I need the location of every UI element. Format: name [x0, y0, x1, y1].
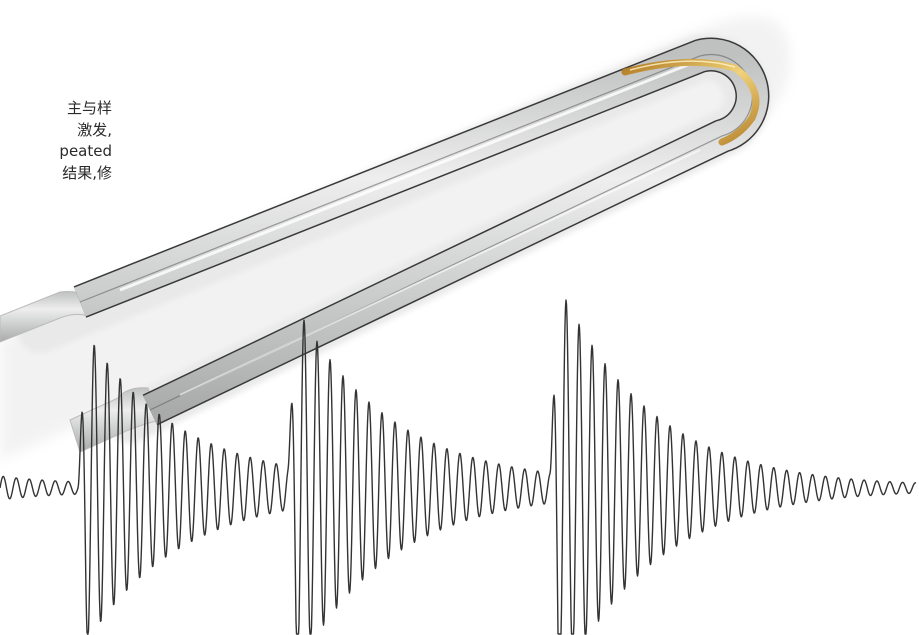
caption-line-2: 激发,	[77, 120, 112, 139]
caption-line-1: 主与样	[66, 99, 112, 117]
ghost-tube-shadow	[0, 16, 790, 461]
caption-line-3: peated	[59, 142, 112, 160]
gold-electrode-band-icon	[621, 58, 760, 146]
caption-line-4: 结果,修	[62, 163, 112, 182]
damped-oscillation-waveform-icon	[0, 299, 917, 635]
caption-text: 主与样 激发, peated 结果,修	[0, 98, 112, 184]
